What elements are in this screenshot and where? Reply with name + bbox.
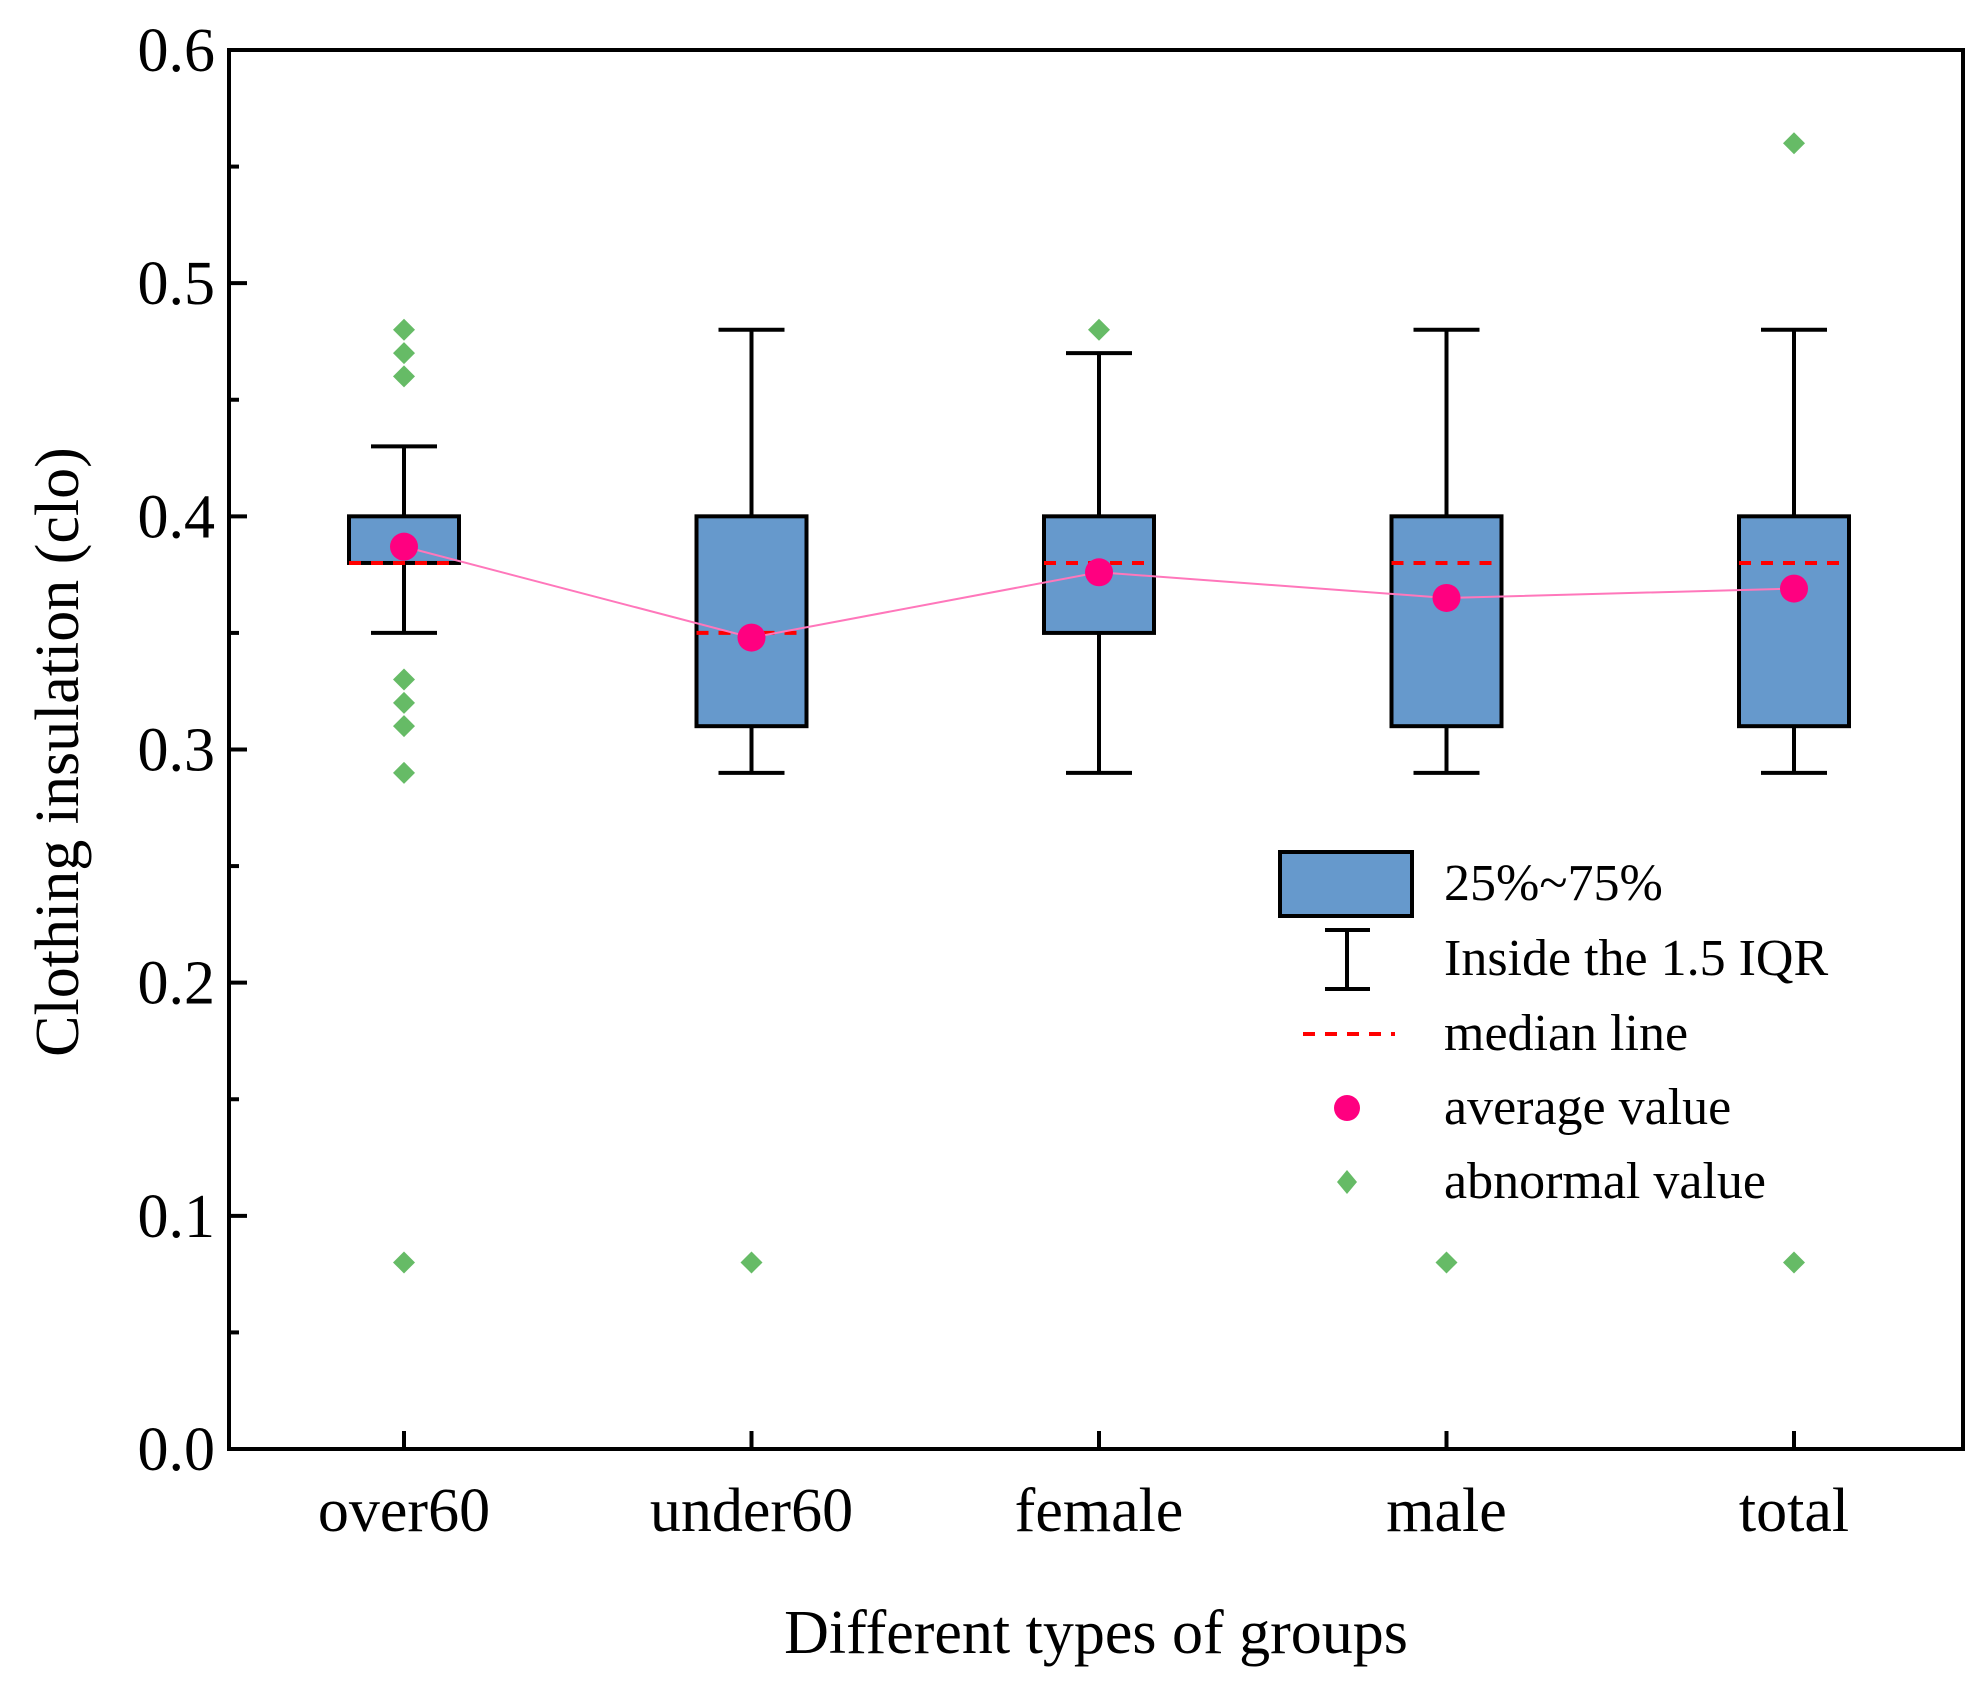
- outlier-point: [393, 668, 415, 691]
- outlier-point: [393, 761, 415, 784]
- outlier-point: [393, 715, 415, 738]
- y-axis-title: Clothing insulation (clo): [24, 447, 92, 1057]
- axes-layer: 0.0 0.1 0.2 0.3 0.4 0.5 0.6 over60 under60 female…: [138, 17, 1850, 1545]
- legend: 25%~75% Inside the 1.5 IQR median line a…: [1278, 850, 1828, 1210]
- y-tick-label: 0.3: [138, 717, 216, 785]
- legend-mean-swatch: [1334, 1095, 1360, 1121]
- outliers-layer: [393, 132, 1805, 1274]
- legend-label-whisker: Inside the 1.5 IQR: [1444, 930, 1828, 987]
- outlier-point: [1088, 318, 1110, 341]
- mean-point: [737, 623, 766, 652]
- legend-label-mean: average value: [1444, 1079, 1731, 1136]
- legend-label-outlier: abnormal value: [1444, 1153, 1766, 1210]
- means-layer: [390, 532, 1808, 652]
- outlier-point: [393, 365, 415, 388]
- x-axis-title: Different types of groups: [784, 1599, 1408, 1667]
- mean-point: [1085, 558, 1113, 587]
- legend-label-median: median line: [1444, 1005, 1688, 1062]
- mean-point: [1432, 583, 1461, 612]
- outlier-point: [393, 318, 415, 341]
- outlier-point: [740, 1251, 763, 1274]
- y-tick-label: 0.5: [138, 250, 216, 318]
- x-tick-label: male: [1386, 1477, 1507, 1545]
- x-tick-label: under60: [650, 1477, 853, 1545]
- y-tick-label: 0.2: [138, 950, 216, 1018]
- outlier-point: [393, 691, 415, 714]
- boxes-layer: [347, 327, 1851, 775]
- outlier-point: [393, 1251, 415, 1274]
- legend-box-swatch: [1278, 850, 1414, 918]
- legend-label-box: 25%~75%: [1444, 855, 1663, 912]
- outlier-point: [1435, 1251, 1458, 1274]
- x-tick-label: total: [1739, 1477, 1849, 1545]
- mean-point: [1780, 574, 1808, 603]
- x-tick-label: female: [1015, 1477, 1184, 1545]
- outlier-point: [1783, 1251, 1805, 1274]
- y-tick-label: 0.6: [138, 17, 216, 85]
- y-tick-label: 0.4: [138, 483, 216, 551]
- mean-point: [390, 532, 418, 561]
- x-tick-label: over60: [318, 1477, 490, 1545]
- y-tick-label: 0.1: [138, 1183, 216, 1251]
- legend-outlier-swatch: [1337, 1170, 1357, 1194]
- legend-whisker-swatch: [1325, 928, 1370, 991]
- plot-area-frame: [227, 48, 1965, 1451]
- y-tick-label: 0.0: [138, 1416, 216, 1484]
- iqr-box: [694, 514, 809, 729]
- outlier-point: [393, 342, 415, 365]
- plot-frame-layer: [227, 48, 1965, 1451]
- iqr-box: [1389, 514, 1504, 729]
- iqr-box: [1737, 514, 1851, 729]
- outlier-point: [1783, 132, 1805, 155]
